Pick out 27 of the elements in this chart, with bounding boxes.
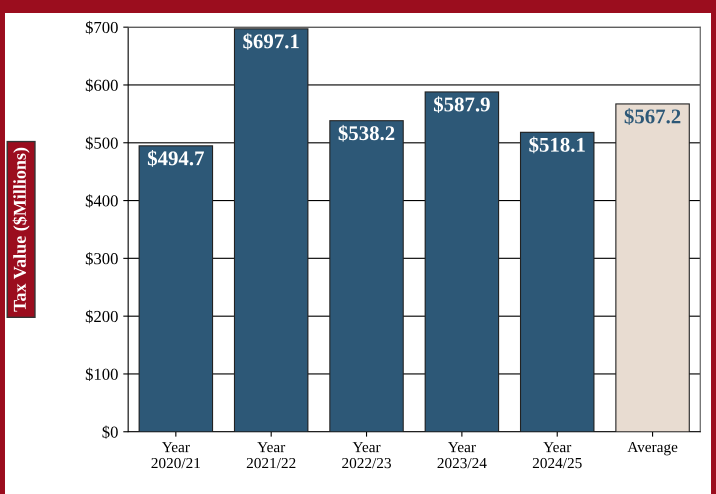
data-label: $587.9 (434, 96, 490, 113)
data-label: $697.1 (243, 33, 299, 50)
x-tick-label: Average (627, 442, 678, 456)
y-tick-label: $300 (86, 252, 118, 266)
x-tick-label: Year 2024/25 (532, 442, 582, 468)
x-tick-label: Year 2023/24 (438, 442, 487, 468)
y-axis-title: Tax Value ($Millions) (12, 148, 30, 312)
y-tick-label: $700 (86, 20, 118, 34)
bar (234, 28, 308, 432)
y-tick-label: $400 (86, 194, 118, 208)
y-tick-label: $600 (86, 78, 118, 92)
data-label: $494.7 (148, 150, 204, 167)
bar (424, 91, 500, 432)
bar (138, 145, 214, 432)
data-label: $518.1 (529, 136, 585, 154)
y-tick-label: $0 (102, 425, 118, 439)
x-tick-label: Year 2020/21 (151, 442, 200, 468)
y-tick-label: $200 (86, 310, 118, 324)
bar (520, 132, 594, 432)
bar (615, 103, 690, 432)
y-tick-label: $100 (86, 368, 118, 382)
x-tick-label: Year 2022/23 (342, 442, 391, 468)
bar (329, 120, 404, 432)
x-tick-label: Year 2021/22 (246, 442, 296, 468)
data-label: $567.2 (624, 108, 680, 125)
y-tick-label: $500 (86, 136, 118, 150)
data-label: $538.2 (338, 124, 394, 142)
